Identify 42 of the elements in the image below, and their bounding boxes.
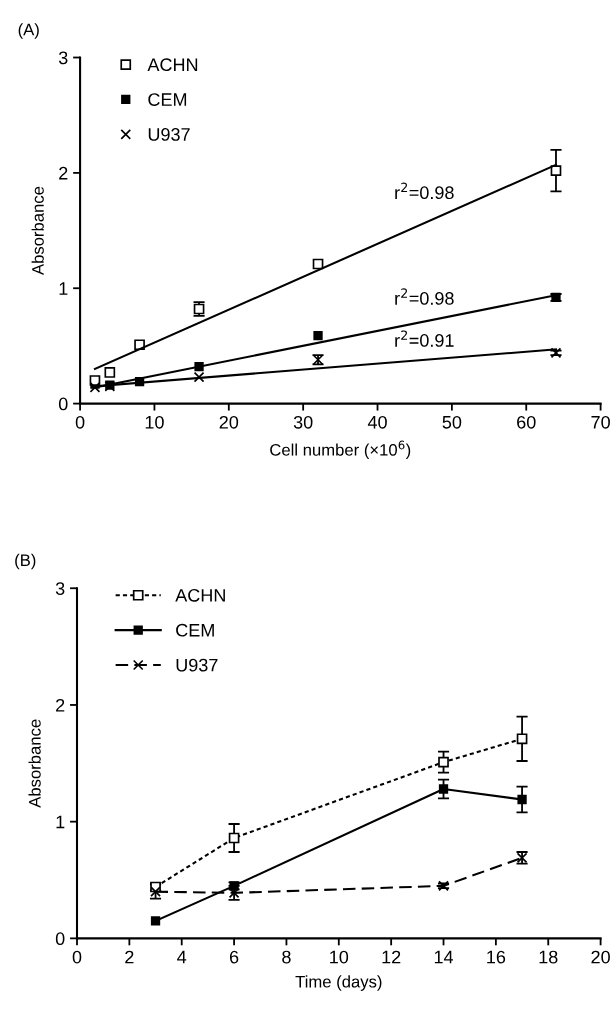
legend-label: U937 xyxy=(176,658,218,672)
y-tick-label: 1 xyxy=(59,282,68,295)
x-tick-label: 8 xyxy=(282,950,291,964)
x-tick-label: 70 xyxy=(591,415,610,429)
legend-label: CEM xyxy=(148,93,187,106)
annotation: r$^{2}$=0.91 xyxy=(395,330,454,347)
chart-title: (B) xyxy=(15,553,36,570)
y-axis-title: Absorbance xyxy=(28,719,41,808)
legend-label: U937 xyxy=(148,128,190,141)
y-tick-label: 3 xyxy=(55,582,65,595)
x-tick-label: 50 xyxy=(442,415,462,429)
x-axis-title: Cell number (×10$^{6}$) xyxy=(270,440,411,460)
x-tick-label: 0 xyxy=(75,415,85,429)
x-tick-label: 40 xyxy=(367,415,387,429)
y-tick-label: 1 xyxy=(56,815,65,829)
y-tick-label: 0 xyxy=(58,397,68,411)
x-tick-label: 30 xyxy=(293,415,313,429)
legend-label: CEM xyxy=(176,623,214,637)
x-tick-label: 2 xyxy=(125,950,134,964)
x-tick-label: 12 xyxy=(382,950,401,964)
legend-label: ACHN xyxy=(147,58,198,72)
y-tick-label: 2 xyxy=(59,166,68,180)
x-tick-label: 6 xyxy=(229,950,239,964)
x-tick-label: 10 xyxy=(330,950,349,964)
x-axis-title: Time (days) xyxy=(295,975,382,991)
x-tick-label: 60 xyxy=(517,415,536,429)
y-tick-label: 2 xyxy=(56,698,65,712)
x-tick-label: 0 xyxy=(72,950,82,964)
y-tick-label: 0 xyxy=(55,932,65,946)
x-tick-label: 20 xyxy=(591,950,610,964)
x-tick-label: 20 xyxy=(219,415,239,429)
chart-title: (A) xyxy=(18,23,39,39)
y-tick-label: 3 xyxy=(58,51,68,65)
y-axis-title: Absorbance xyxy=(31,186,44,275)
legend-label: ACHN xyxy=(175,588,225,602)
x-tick-label: 18 xyxy=(539,950,558,964)
x-tick-label: 16 xyxy=(487,950,506,964)
annotation: r$^{2}$=0.98 xyxy=(395,288,454,305)
x-tick-label: 10 xyxy=(145,415,164,429)
annotation: r$^{2}$=0.98 xyxy=(395,182,454,200)
x-tick-label: 14 xyxy=(434,950,454,964)
x-tick-label: 4 xyxy=(177,950,187,964)
